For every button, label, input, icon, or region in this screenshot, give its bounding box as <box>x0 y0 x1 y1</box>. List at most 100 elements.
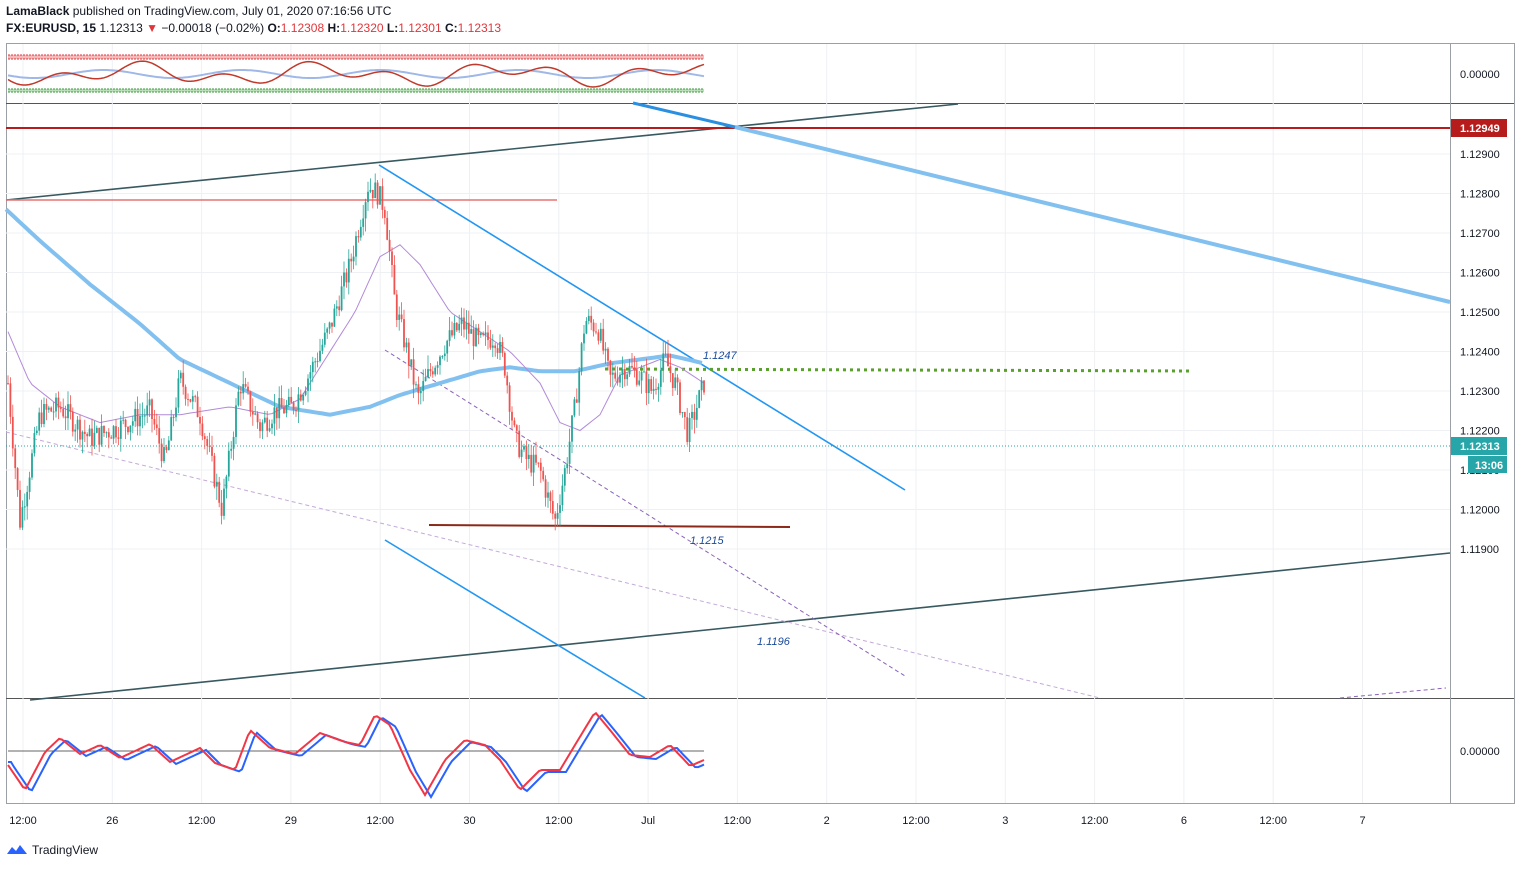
symbol[interactable]: FX:EURUSD, 15 <box>6 21 97 35</box>
candle <box>563 464 566 492</box>
candle <box>547 481 549 508</box>
lower-channel-line <box>29 552 1451 701</box>
high-value: 1.12320 <box>340 21 384 35</box>
change-value: −0.00018 (−0.02%) <box>161 21 265 35</box>
candle <box>311 356 314 383</box>
candle <box>160 438 163 468</box>
candle <box>158 415 161 454</box>
candle <box>537 462 540 468</box>
symbol-legend: FX:EURUSD, 15 1.12313 ▼ −0.00018 (−0.02%… <box>6 21 501 35</box>
candle <box>107 428 110 449</box>
candle <box>129 425 132 441</box>
candle <box>141 402 144 429</box>
candle <box>695 394 698 428</box>
candle <box>585 317 588 335</box>
candle <box>599 322 602 344</box>
candle <box>364 198 367 232</box>
candle <box>383 206 386 225</box>
candle <box>602 318 605 355</box>
candle <box>549 490 552 513</box>
author[interactable]: LamaBlack <box>6 4 70 18</box>
candle <box>134 401 137 428</box>
price-tick-3: 1.12600 <box>1460 268 1500 280</box>
candle <box>76 416 79 443</box>
open-label: O: <box>267 21 281 35</box>
time-tick-7: Jul <box>641 815 655 827</box>
candle <box>247 381 249 395</box>
candle <box>11 404 14 457</box>
candle <box>254 405 257 416</box>
candle <box>703 380 705 395</box>
candle <box>177 370 180 414</box>
dashed-line-long <box>5 431 1101 699</box>
candle <box>249 390 252 417</box>
candle <box>491 334 494 357</box>
candle <box>698 389 701 409</box>
candle <box>597 329 600 345</box>
candle <box>273 394 276 436</box>
candle <box>251 398 254 426</box>
candle <box>28 471 31 500</box>
candle <box>278 386 281 429</box>
candle <box>31 449 33 480</box>
candle <box>340 275 343 312</box>
candle <box>482 331 485 337</box>
candle <box>515 424 518 443</box>
candle <box>268 419 271 433</box>
candle <box>124 418 127 440</box>
time-tick-0: 12:00 <box>9 815 37 827</box>
candle <box>345 268 348 288</box>
candle <box>163 437 165 464</box>
candle <box>235 398 237 445</box>
time-tick-1: 26 <box>106 815 118 827</box>
candle <box>230 441 233 459</box>
price-tick-6: 1.12300 <box>1460 386 1500 398</box>
candle <box>201 416 204 441</box>
candle <box>347 249 350 295</box>
candle <box>412 347 415 399</box>
candle <box>400 302 403 323</box>
candle <box>355 231 357 266</box>
candle <box>220 490 223 525</box>
candle <box>369 178 372 194</box>
fast-moving-average <box>7 244 705 432</box>
price-axis[interactable]: 1.12900 1.12800 1.12700 1.12600 1.12500 1.124… <box>1460 149 1500 556</box>
tradingview-brand[interactable]: TradingView <box>6 843 98 857</box>
candle <box>290 387 293 403</box>
candle <box>451 321 453 338</box>
candle <box>187 393 189 407</box>
candle <box>136 396 139 436</box>
time-axis[interactable]: 12:00 26 12:00 29 12:00 30 12:00 Jul 12:00 2 12:00… <box>9 815 1365 827</box>
candle <box>266 410 269 438</box>
candle <box>667 339 669 367</box>
pane-frames <box>6 43 1515 804</box>
candle <box>223 478 225 520</box>
candle <box>386 211 389 241</box>
candle <box>561 474 564 512</box>
candle <box>407 338 410 379</box>
candle <box>686 407 689 445</box>
candle <box>139 403 141 436</box>
candle <box>211 435 213 462</box>
candle <box>417 376 420 405</box>
candle <box>568 428 571 475</box>
target-line <box>604 367 1194 373</box>
countdown-badge-text: 13:06 <box>1475 460 1503 472</box>
price-tick-7: 1.12200 <box>1460 426 1500 438</box>
candle <box>494 342 497 357</box>
candle <box>153 409 156 430</box>
candle <box>583 325 585 351</box>
candle <box>638 370 641 387</box>
candle <box>69 395 72 420</box>
candles <box>7 173 705 531</box>
time-tick-11: 3 <box>1002 815 1008 827</box>
candle <box>335 300 338 317</box>
candle <box>285 399 288 418</box>
candle <box>218 476 221 508</box>
candle <box>691 404 693 430</box>
candle <box>419 386 422 405</box>
candle <box>647 373 650 404</box>
long-descending-trend-line <box>734 125 1451 304</box>
candle <box>609 359 612 387</box>
price-chart[interactable]: 1.1247 1.1215 1.1196 1.12900 1.12800 1.127… <box>0 0 1520 840</box>
